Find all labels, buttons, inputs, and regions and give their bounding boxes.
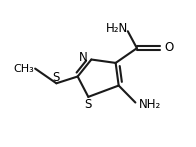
Text: CH₃: CH₃ (14, 64, 34, 74)
Text: O: O (164, 41, 173, 54)
Text: H₂N: H₂N (105, 22, 128, 35)
Text: S: S (53, 71, 60, 84)
Text: N: N (79, 51, 88, 64)
Text: NH₂: NH₂ (139, 98, 162, 111)
Text: S: S (85, 98, 92, 111)
